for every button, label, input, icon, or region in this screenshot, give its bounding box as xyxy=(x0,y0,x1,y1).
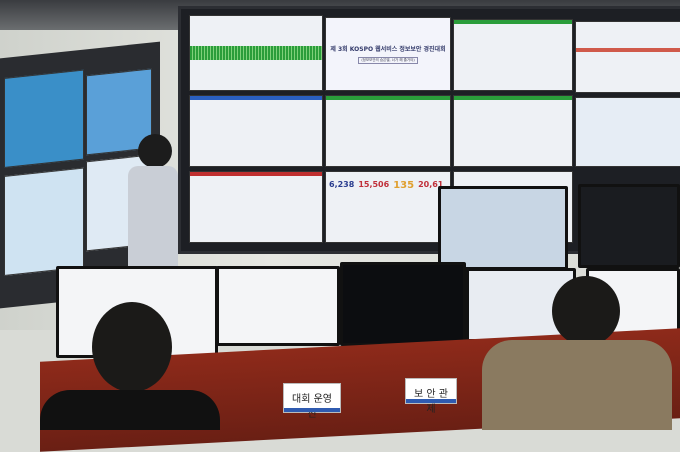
operator-head xyxy=(552,276,620,346)
monitor-map xyxy=(438,186,568,270)
operator-head xyxy=(92,302,172,392)
presenter-head xyxy=(138,134,172,168)
nameplate: 대회 운영진 xyxy=(283,383,341,420)
stat-value: 135 xyxy=(393,180,415,191)
stat-value: 15,506 xyxy=(358,180,390,189)
monitor-dark xyxy=(578,184,680,268)
title-tile: 제 3회 KOSPO 웹서비스 정보보안 경진대회 (정보보안의 숨은별, 너가… xyxy=(325,17,451,91)
nameplate: 보 안 관 제 xyxy=(405,378,457,415)
contest-subtitle: (정보보안의 숨은별, 너가 해 줄거야) xyxy=(358,57,418,64)
stats-tile: 6,238 15,506 135 20,61 xyxy=(325,171,451,243)
monitor-off xyxy=(340,262,466,346)
contest-title: 제 3회 KOSPO 웹서비스 정보보안 경진대회 xyxy=(330,46,446,53)
stat-value: 6,238 xyxy=(329,180,355,189)
monitor xyxy=(216,266,340,346)
presenter xyxy=(128,166,178,266)
operator xyxy=(40,390,220,430)
operator xyxy=(482,340,672,430)
stat-value: 20,61 xyxy=(418,180,444,189)
